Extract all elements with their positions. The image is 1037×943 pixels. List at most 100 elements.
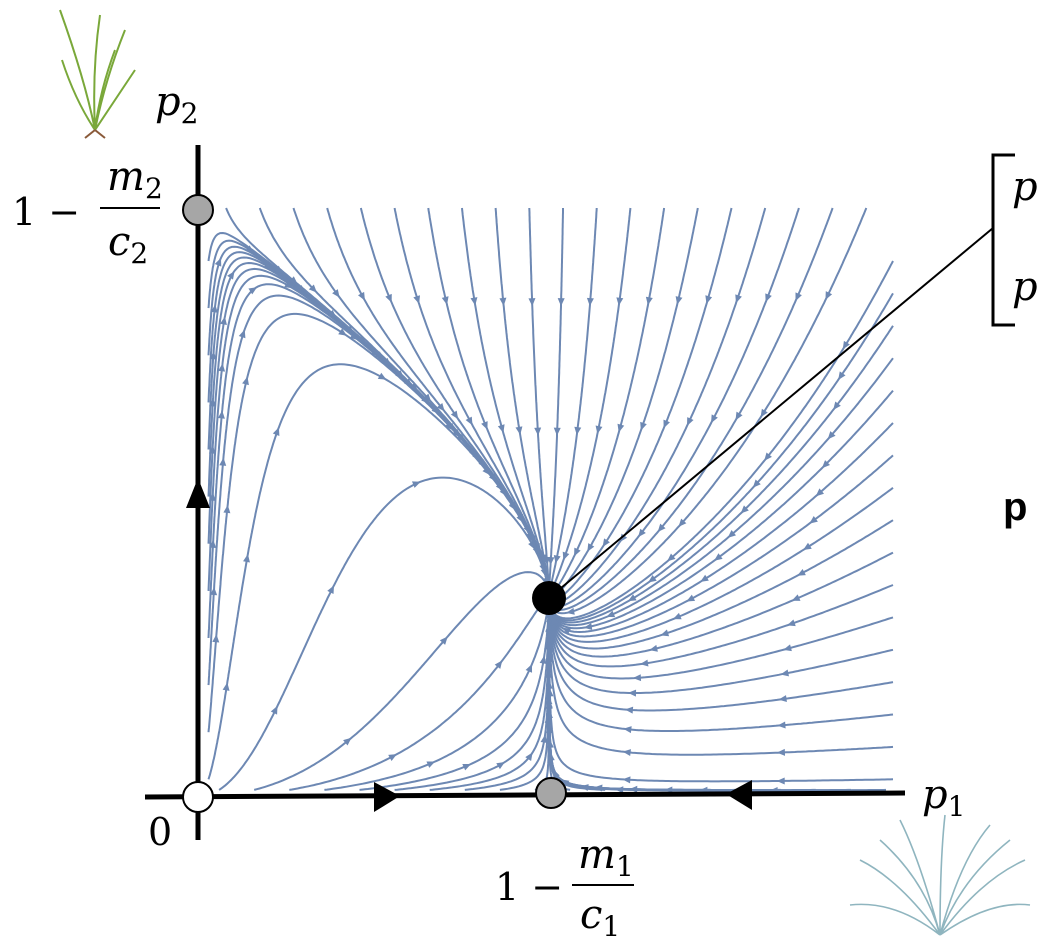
stream-arrow bbox=[659, 630, 669, 639]
grass-icon-top bbox=[60, 10, 135, 138]
streamline bbox=[430, 602, 549, 790]
streamline bbox=[496, 208, 549, 592]
streamline bbox=[254, 572, 548, 790]
stream-arrow bbox=[219, 457, 227, 466]
stream-arrow bbox=[622, 748, 631, 756]
stream-arrow bbox=[777, 777, 785, 784]
streamline bbox=[553, 208, 664, 593]
stream-arrow bbox=[633, 674, 641, 681]
stream-arrow bbox=[685, 595, 695, 605]
stream-arrow bbox=[586, 298, 594, 307]
stream-arrow bbox=[496, 759, 506, 769]
label-lead: 1 − bbox=[12, 190, 80, 234]
axis-arrow bbox=[186, 478, 210, 508]
stream-arrow bbox=[528, 298, 535, 306]
callout-text: p bbox=[1012, 164, 1037, 210]
streamline bbox=[552, 208, 631, 590]
label-lead: 1 − bbox=[495, 865, 563, 909]
stream-arrow bbox=[777, 721, 786, 729]
x-axis bbox=[145, 793, 905, 797]
stream-arrow bbox=[623, 725, 632, 733]
x-axis-label: p1 bbox=[922, 772, 965, 823]
stream-arrow bbox=[327, 584, 337, 594]
grass-icon-bottom bbox=[850, 815, 1030, 935]
stream-arrow bbox=[786, 619, 796, 628]
streamline bbox=[260, 208, 549, 592]
stream-arrow bbox=[698, 575, 708, 585]
stream-arrow bbox=[822, 291, 832, 301]
callout-line bbox=[549, 228, 993, 598]
streamline bbox=[209, 258, 549, 592]
streamline bbox=[550, 208, 765, 604]
stream-arrow bbox=[801, 543, 812, 553]
stream-arrow bbox=[526, 663, 536, 673]
x-point-label: 1 − m1 c1 bbox=[495, 832, 634, 943]
stream-arrow bbox=[481, 421, 491, 431]
fraction-num: m1 bbox=[578, 832, 634, 883]
stream-arrow bbox=[462, 761, 472, 771]
stream-arrow bbox=[762, 293, 771, 303]
stream-arrow bbox=[796, 569, 806, 579]
stream-arrow bbox=[790, 594, 800, 604]
streamlines bbox=[209, 208, 894, 794]
stream-arrow bbox=[388, 751, 398, 761]
stream-arrow bbox=[218, 410, 226, 419]
stream-arrow bbox=[358, 292, 368, 302]
stream-arrow bbox=[466, 417, 476, 427]
streamline bbox=[361, 208, 549, 591]
fixed-point bbox=[183, 782, 213, 812]
stream-arrow bbox=[413, 295, 422, 305]
streamline bbox=[360, 603, 549, 790]
origin-label: 0 bbox=[148, 810, 172, 854]
callout-text: p bbox=[1012, 264, 1037, 310]
streamline bbox=[550, 208, 799, 607]
streamline bbox=[209, 247, 549, 591]
y-point-label: 1 − m2 c2 bbox=[12, 154, 163, 270]
stream-arrow bbox=[625, 706, 634, 714]
stream-arrow bbox=[733, 294, 742, 304]
streamline bbox=[549, 455, 893, 636]
stream-arrow bbox=[273, 426, 282, 436]
stream-arrow bbox=[708, 414, 718, 424]
fixed-point bbox=[183, 195, 213, 225]
fraction-den: c2 bbox=[108, 219, 148, 270]
stream-arrow bbox=[426, 758, 436, 768]
stream-arrow bbox=[660, 420, 670, 430]
stream-arrow bbox=[777, 749, 785, 756]
streamline bbox=[550, 208, 597, 592]
streamline bbox=[550, 208, 867, 613]
stream-arrow bbox=[792, 292, 802, 302]
stream-arrow bbox=[553, 428, 560, 436]
stream-arrow bbox=[223, 505, 231, 514]
streamline bbox=[209, 269, 549, 592]
streamline bbox=[294, 208, 549, 591]
fraction-den: c1 bbox=[580, 892, 620, 943]
axis-arrow bbox=[726, 780, 752, 810]
streamline bbox=[549, 602, 711, 790]
streamline bbox=[549, 602, 781, 790]
stream-arrow bbox=[584, 543, 594, 553]
equilibrium bbox=[532, 581, 566, 615]
stream-arrow bbox=[212, 634, 220, 643]
stream-arrow bbox=[499, 298, 507, 307]
streamline bbox=[324, 604, 548, 790]
stream-arrow bbox=[573, 427, 581, 436]
fraction-num: m2 bbox=[107, 154, 163, 205]
stream-arrow bbox=[628, 689, 636, 696]
stream-arrow bbox=[684, 417, 694, 427]
stream-arrow bbox=[732, 412, 742, 422]
streamline bbox=[209, 314, 549, 732]
stream-arrow bbox=[622, 776, 630, 783]
stream-arrow bbox=[412, 478, 422, 487]
streamline bbox=[219, 478, 548, 790]
stream-arrow bbox=[215, 257, 224, 267]
stream-arrow bbox=[638, 422, 647, 432]
stream-arrow bbox=[560, 552, 569, 562]
fixed-point bbox=[536, 778, 566, 808]
y-axis-label: p2 bbox=[155, 79, 198, 130]
side-label: p bbox=[1003, 485, 1027, 529]
stream-arrow bbox=[571, 548, 581, 558]
streamline bbox=[209, 263, 549, 591]
stream-arrow bbox=[239, 328, 248, 338]
stream-arrow bbox=[378, 373, 388, 383]
